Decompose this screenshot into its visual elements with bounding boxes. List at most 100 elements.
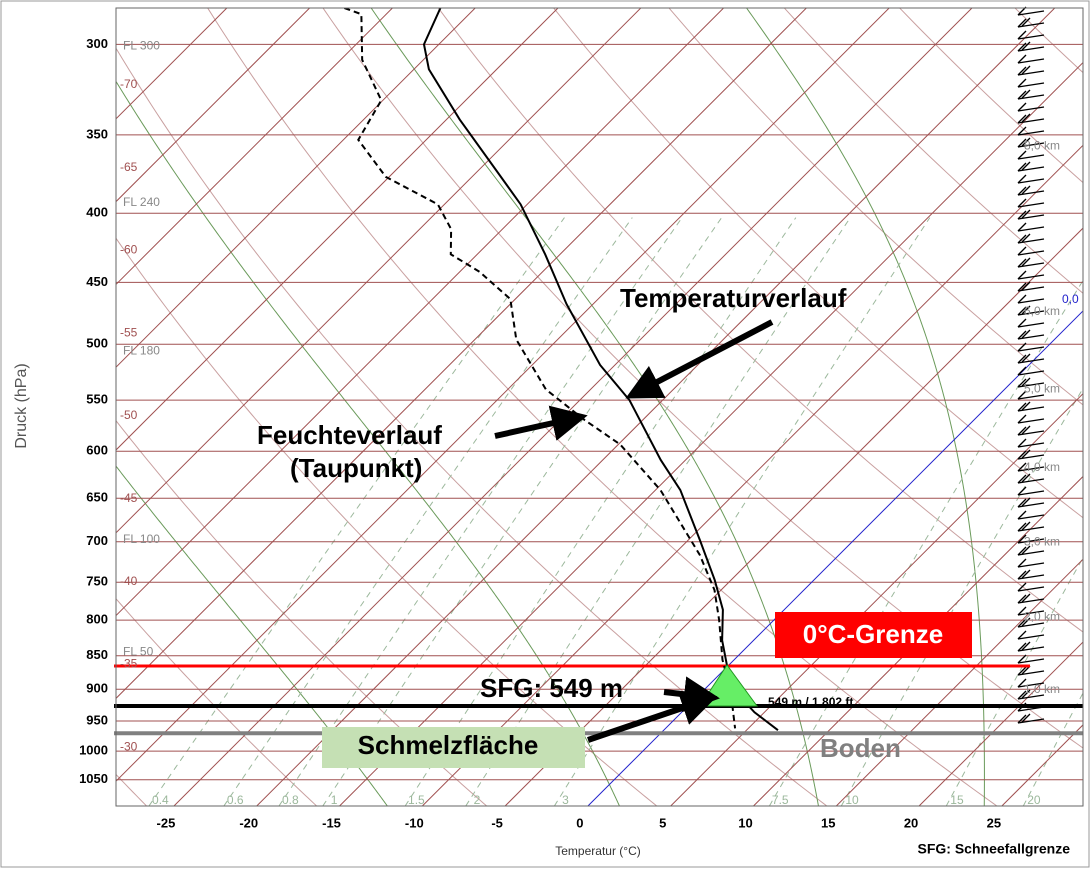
- barb-staff: [1017, 154, 1045, 160]
- wind-barb: [1017, 497, 1045, 508]
- barb-staff: [1017, 334, 1045, 340]
- barb-staff: [1017, 178, 1045, 184]
- wind-barb: [1017, 342, 1045, 352]
- wind-barb: [1017, 126, 1045, 136]
- barb-staff: [1017, 478, 1045, 484]
- y-tick-label: 650: [86, 490, 108, 505]
- barb-flag: [1021, 113, 1031, 123]
- barb-flag: [1017, 78, 1027, 88]
- barb-flag: [1021, 161, 1031, 171]
- height-label: 6,0 km: [1024, 304, 1060, 318]
- barb-flag: [1021, 545, 1031, 555]
- isotherm: [504, 227, 1083, 806]
- barb-flag: [1017, 534, 1027, 544]
- barb-flag: [1021, 569, 1031, 579]
- wind-barb: [1017, 521, 1045, 532]
- isotherm: [116, 8, 724, 617]
- y-tick-label: 750: [86, 574, 108, 589]
- mixing-ratio-label: 7.5: [772, 793, 789, 807]
- mixing-ratio-label: 20: [1027, 793, 1041, 807]
- barb-staff: [1017, 82, 1045, 88]
- barb-flag: [1017, 42, 1027, 52]
- barb-flag: [1017, 390, 1027, 400]
- isotherm: [256, 8, 1056, 806]
- mixing-ratio-label: 2: [474, 793, 481, 807]
- wind-barb: [1017, 449, 1045, 460]
- barb-flag: [1017, 54, 1027, 64]
- barb-flag: [1021, 401, 1031, 411]
- barb-staff: [1017, 394, 1045, 400]
- plot-border: [115, 7, 1084, 807]
- mixing-ratio-label: 0.4: [152, 793, 169, 807]
- x-tick-label: -25: [157, 815, 176, 830]
- barb-staff: [1017, 274, 1045, 280]
- barb-flag: [1017, 474, 1027, 484]
- barb-flag: [1017, 654, 1027, 664]
- barb-staff: [1017, 514, 1045, 520]
- barb-flag: [1017, 366, 1027, 376]
- wind-barb: [1017, 630, 1045, 640]
- x-tick-label: -5: [491, 815, 503, 830]
- y-tick-label: 600: [86, 443, 108, 458]
- barb-flag: [1021, 449, 1031, 459]
- wind-barb: [1017, 558, 1045, 568]
- barb-staff: [1017, 454, 1045, 460]
- barb-staff: [1017, 610, 1045, 616]
- freezing-box: [775, 612, 972, 658]
- barb-flag: [1017, 570, 1027, 580]
- wind-barb: [1017, 401, 1045, 412]
- barb-flag: [1017, 558, 1027, 568]
- wind-barb: [1017, 582, 1045, 592]
- y-tick-label: 500: [86, 336, 108, 351]
- barb-flag: [1017, 630, 1027, 640]
- isotherm: [339, 61, 1083, 806]
- wind-barb: [1017, 89, 1045, 100]
- barb-staff: [1017, 70, 1045, 76]
- barb-flag: [1017, 210, 1027, 220]
- barb-flag: [1017, 666, 1027, 676]
- height-label: 2,0 km: [1024, 609, 1060, 623]
- mixing-ratio-label: 1: [331, 793, 338, 807]
- y-axis-label: Druck (hPa): [13, 363, 30, 448]
- barb-flag: [1021, 521, 1031, 531]
- ground-caption: Boden: [820, 733, 901, 763]
- wind-barb: [1017, 41, 1045, 52]
- barb-flag: [1021, 257, 1031, 267]
- dry-adiabat: [668, 8, 1083, 406]
- barb-flag: [1021, 713, 1031, 723]
- wind-barb: [1017, 17, 1045, 28]
- barb-flag: [1017, 438, 1027, 448]
- wind-barb: [1017, 689, 1045, 700]
- wind-barb: [1017, 305, 1045, 316]
- x-tick-label: -10: [405, 815, 424, 830]
- melt-box: [322, 727, 585, 768]
- wind-barb: [1017, 281, 1045, 292]
- wind-barb: [1017, 486, 1045, 496]
- flight-level-label: FL 300: [123, 38, 160, 52]
- barb-staff: [1017, 34, 1045, 40]
- x-tick-label: 0: [576, 815, 583, 830]
- barb-staff: [1017, 202, 1045, 208]
- x-tick-label: 25: [987, 815, 1001, 830]
- barb-flag: [1017, 330, 1027, 340]
- barb-staff: [1017, 562, 1045, 568]
- x-tick-label: 5: [659, 815, 666, 830]
- isotherm-label: -55: [120, 325, 138, 339]
- barb-flag: [1021, 41, 1031, 51]
- arrow: [625, 319, 774, 399]
- barb-flag: [1017, 114, 1027, 124]
- wind-barb: [1017, 198, 1045, 208]
- flight-level-label: FL 240: [123, 195, 160, 209]
- wind-barb: [1017, 713, 1045, 724]
- wind-barb: [1017, 678, 1045, 688]
- barb-staff: [1017, 226, 1045, 232]
- dry-adiabat: [207, 8, 998, 806]
- height-label: 8,0 km: [1024, 139, 1060, 153]
- barb-flag: [1017, 222, 1027, 232]
- barb-flag: [1021, 497, 1031, 507]
- barb-flag: [1017, 258, 1027, 268]
- isotherm: [753, 475, 1083, 806]
- barb-flag: [1017, 546, 1027, 556]
- barb-flag: [1017, 30, 1027, 40]
- y-tick-label: 950: [86, 712, 108, 727]
